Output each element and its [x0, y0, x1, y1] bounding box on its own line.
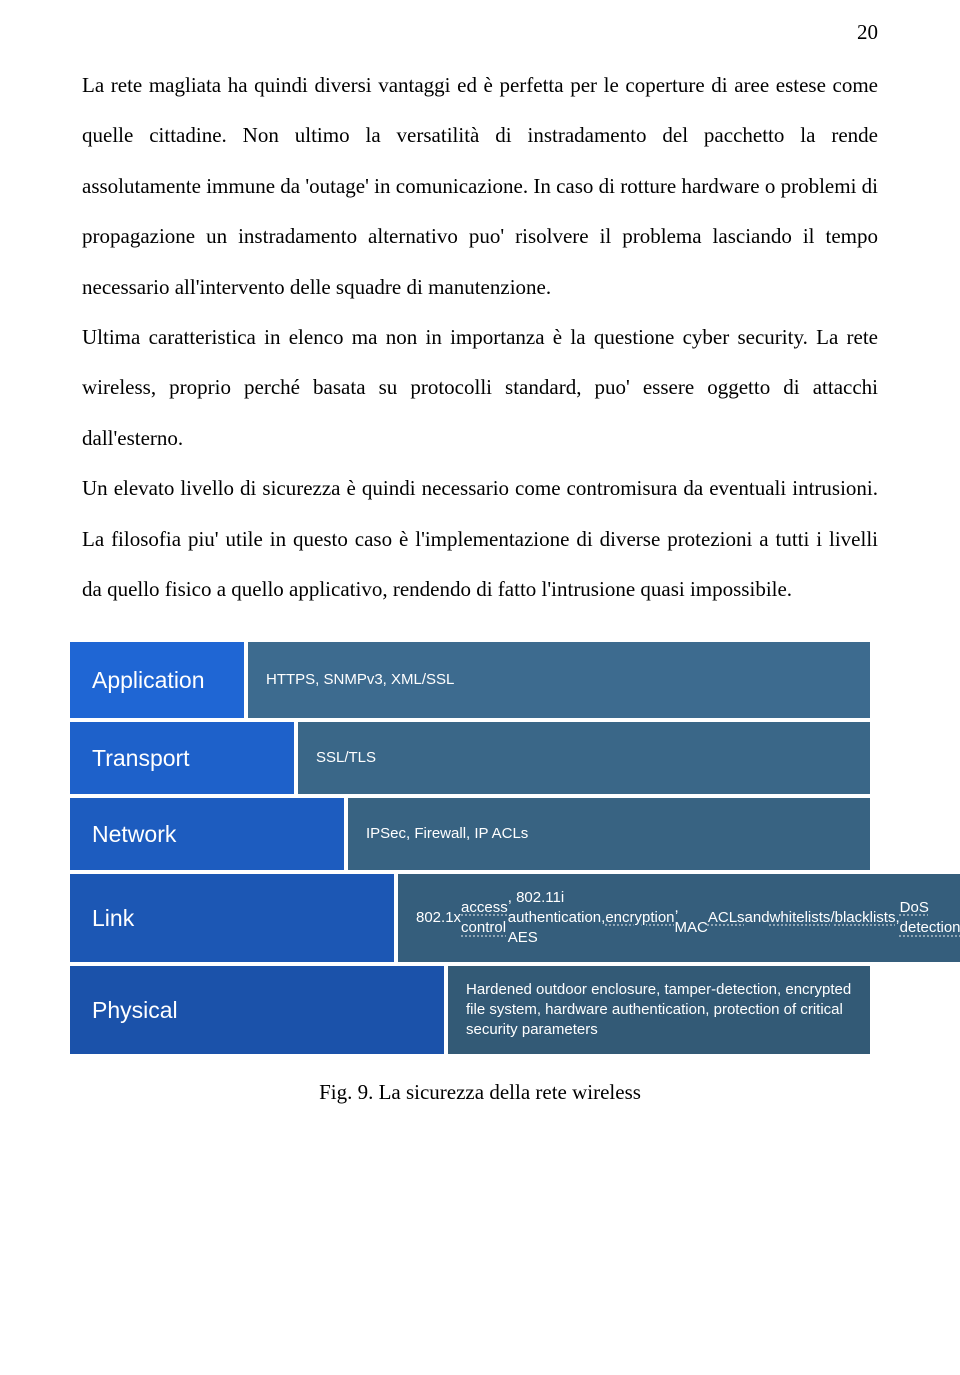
figure-caption: Fig. 9. La sicurezza della rete wireless — [82, 1080, 878, 1105]
paragraph-2: Ultima caratteristica in elenco ma non i… — [82, 312, 878, 463]
layer-detail-physical: Hardened outdoor enclosure, tamper-detec… — [448, 966, 870, 1054]
layer-label-link: Link — [70, 874, 398, 962]
layer-detail-transport: SSL/TLS — [298, 722, 870, 794]
layer-detail-application: HTTPS, SNMPv3, XML/SSL — [248, 642, 870, 718]
body-text: La rete magliata ha quindi diversi vanta… — [82, 60, 878, 614]
layer-row-network: NetworkIPSec, Firewall, IP ACLs — [70, 794, 870, 870]
layer-label-application: Application — [70, 642, 248, 718]
page: 20 La rete magliata ha quindi diversi va… — [0, 0, 960, 1375]
layer-label-transport: Transport — [70, 722, 298, 794]
layer-detail-link: 802.1x access control, 802.11i authentic… — [398, 874, 960, 962]
layer-label-physical: Physical — [70, 966, 448, 1054]
security-layers-diagram: ApplicationHTTPS, SNMPv3, XML/SSLTranspo… — [70, 642, 870, 1054]
layer-row-application: ApplicationHTTPS, SNMPv3, XML/SSL — [70, 642, 870, 718]
paragraph-3: Un elevato livello di sicurezza è quindi… — [82, 463, 878, 614]
layer-row-link: Link802.1x access control, 802.11i authe… — [70, 870, 870, 962]
layer-row-physical: PhysicalHardened outdoor enclosure, tamp… — [70, 962, 870, 1054]
layer-row-transport: TransportSSL/TLS — [70, 718, 870, 794]
page-number: 20 — [857, 20, 878, 45]
layer-label-network: Network — [70, 798, 348, 870]
layer-detail-network: IPSec, Firewall, IP ACLs — [348, 798, 870, 870]
paragraph-1: La rete magliata ha quindi diversi vanta… — [82, 60, 878, 312]
